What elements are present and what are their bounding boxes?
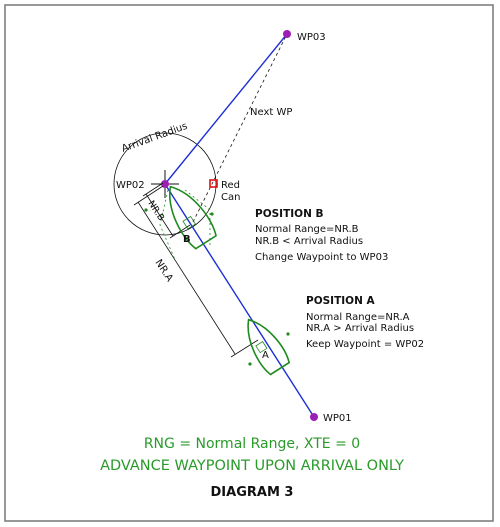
red-can-label-line1: Red xyxy=(221,180,240,191)
position-a-block: POSITION A Normal Range=NR.A NR.A > Arri… xyxy=(306,295,424,350)
green-marker-dots xyxy=(144,208,290,366)
position-a-line2: NR.A > Arrival Radius xyxy=(306,323,414,334)
position-a-line3: Keep Waypoint = WP02 xyxy=(306,339,424,350)
arrival-radius-label: Arrival Radius xyxy=(120,121,189,155)
arrival-radius-circle xyxy=(113,132,217,236)
nr-a-label: NR.A xyxy=(152,258,174,284)
diagram-border xyxy=(4,4,494,522)
wp01-label: WP01 xyxy=(323,413,352,424)
position-b-block: POSITION B Normal Range=NR.B NR.B < Arri… xyxy=(255,208,388,263)
position-b-title: POSITION B xyxy=(255,208,324,220)
position-b-line1: Normal Range=NR.B xyxy=(255,224,359,235)
nr-a-dimension xyxy=(133,185,259,358)
red-can-marker xyxy=(209,179,218,188)
wp03-marker xyxy=(283,30,291,38)
position-b-line3: Change Waypoint to WP03 xyxy=(255,252,388,263)
legend-text: RNG = Normal Range, XTE = 0 xyxy=(144,436,360,452)
position-a-line1: Normal Range=NR.A xyxy=(306,312,410,323)
route-leg-wp01-wp02 xyxy=(164,183,315,418)
boat-b xyxy=(169,185,217,250)
boat-b-letter: B xyxy=(183,234,191,245)
route-leg-wp02-wp03 xyxy=(164,33,288,185)
wp03-label: WP03 xyxy=(297,32,326,43)
diagram-title: DIAGRAM 3 xyxy=(211,485,294,500)
next-wp-dashed-line xyxy=(192,33,288,223)
wp01-marker xyxy=(310,413,318,421)
boat-a xyxy=(247,318,291,376)
wp02-label: WP02 xyxy=(116,180,145,191)
nr-b-label: NR.B xyxy=(145,199,165,223)
red-can-label-line2: Can xyxy=(221,192,240,203)
next-wp-label: Next WP xyxy=(250,107,292,118)
position-b-line2: NR.B < Arrival Radius xyxy=(255,236,363,247)
boat-b-guide-dots xyxy=(159,189,211,263)
position-a-title: POSITION A xyxy=(306,295,376,307)
boat-a-letter: A xyxy=(262,350,269,361)
rule-text: ADVANCE WAYPOINT UPON ARRIVAL ONLY xyxy=(100,458,404,474)
